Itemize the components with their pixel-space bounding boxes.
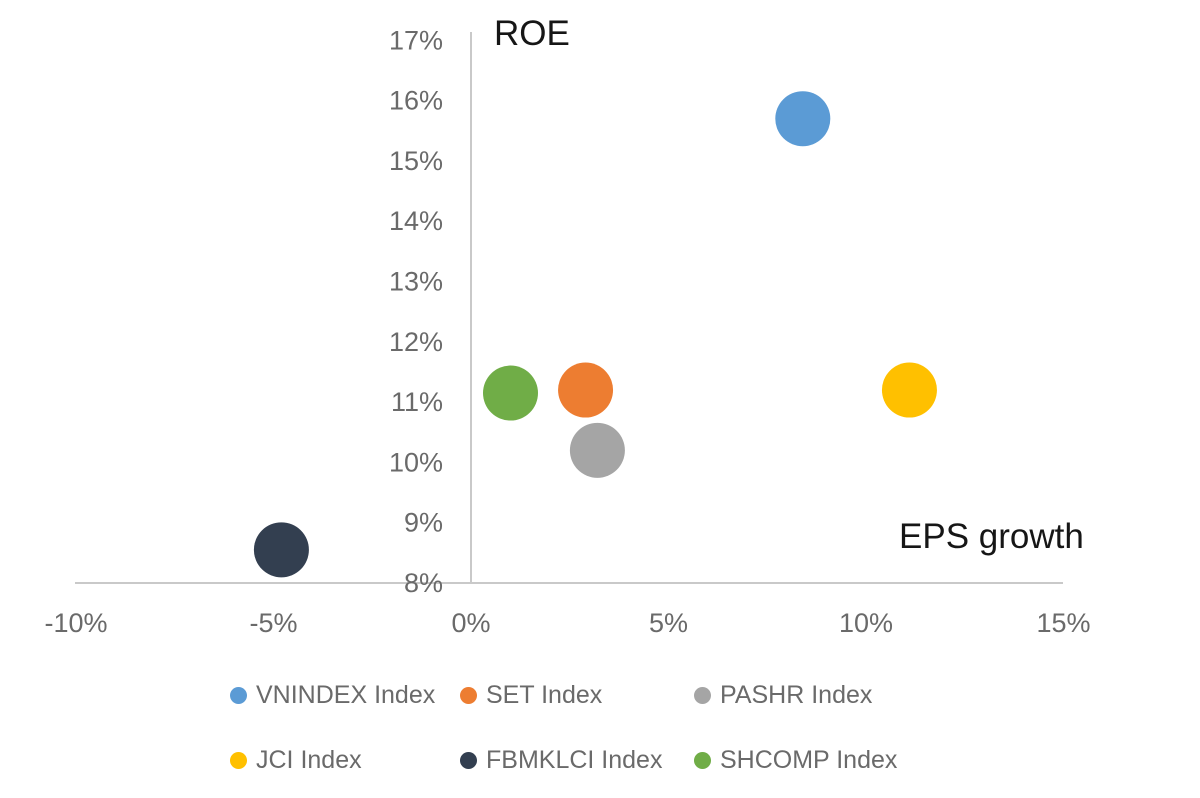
x-tick-label: 0% <box>451 608 490 638</box>
legend-marker-icon <box>694 686 711 704</box>
bubble-pashr-index <box>569 422 625 478</box>
legend-label: PASHR Index <box>720 680 873 709</box>
x-tick-label: -10% <box>44 608 107 638</box>
bubble-fbmklci-index <box>253 522 309 578</box>
x-tick-label: 15% <box>1036 608 1090 638</box>
x-tick-label: 5% <box>649 608 688 638</box>
x-tick-label: 10% <box>839 608 893 638</box>
y-tick-label: 8% <box>404 568 443 598</box>
y-tick-label: 14% <box>389 206 443 236</box>
y-tick-label: 11% <box>391 387 443 417</box>
y-tick-label: 10% <box>389 447 443 477</box>
y-tick-label: 9% <box>404 508 443 538</box>
y-axis-title: ROE <box>494 14 570 53</box>
legend-label: FBMKLCI Index <box>486 745 663 774</box>
legend-marker-icon <box>460 686 477 704</box>
y-tick-label: 16% <box>389 86 443 116</box>
legend-label: SET Index <box>486 680 603 709</box>
x-axis-title: EPS growth <box>899 517 1084 556</box>
legend-label: JCI Index <box>256 745 362 774</box>
bubble-set-index <box>558 362 614 418</box>
legend-marker-icon <box>230 686 247 704</box>
legend-item-pashr-index: PASHR Index <box>694 678 872 712</box>
y-tick-label: 13% <box>389 267 443 297</box>
legend-item-set-index: SET Index <box>460 678 602 712</box>
x-tick-label: -5% <box>249 608 297 638</box>
bubble-jci-index <box>881 362 937 418</box>
legend-item-jci-index: JCI Index <box>230 743 362 777</box>
legend-item-vnindex-index: VNINDEX Index <box>230 678 435 712</box>
legend-item-fbmklci-index: FBMKLCI Index <box>460 743 662 777</box>
legend-label: VNINDEX Index <box>256 680 436 709</box>
bubble-vnindex-index <box>775 91 831 147</box>
legend-item-shcomp-index: SHCOMP Index <box>694 743 897 777</box>
y-tick-label: 12% <box>389 327 443 357</box>
bubble-shcomp-index <box>483 365 538 421</box>
y-tick-label: 17% <box>389 25 443 55</box>
y-tick-label: 15% <box>389 146 443 176</box>
legend-marker-icon <box>230 751 247 769</box>
legend-label: SHCOMP Index <box>720 745 898 774</box>
legend-marker-icon <box>694 751 711 769</box>
legend-marker-icon <box>460 751 477 769</box>
